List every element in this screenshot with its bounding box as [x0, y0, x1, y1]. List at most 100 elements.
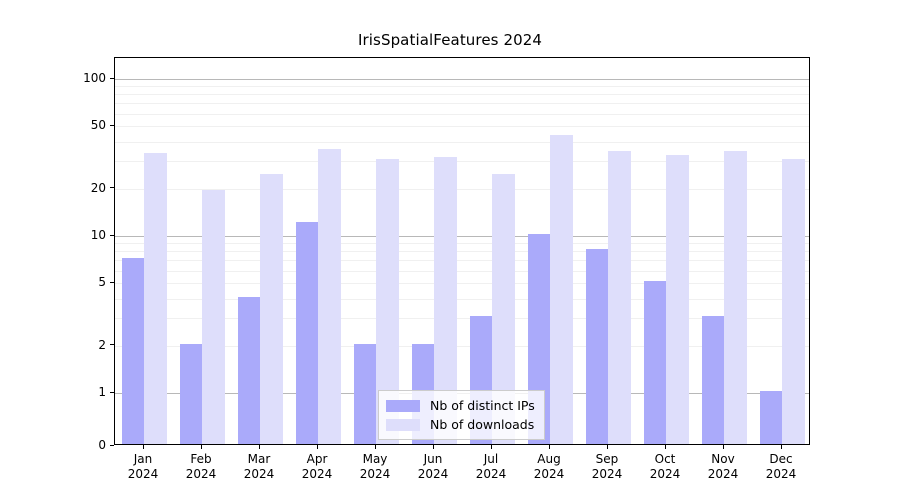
x-tick-year: 2024	[301, 467, 333, 481]
gridline	[115, 236, 809, 237]
x-tick-mark	[780, 445, 782, 449]
x-tick-mark	[200, 445, 202, 449]
gridline	[115, 103, 809, 105]
x-tick-month: Feb	[190, 452, 212, 466]
bar-downloads	[666, 154, 689, 444]
y-tick-label: 0	[98, 438, 106, 452]
x-tick-mark	[374, 445, 376, 449]
bar-downloads	[608, 150, 631, 444]
y-tick-label: 50	[90, 118, 106, 133]
y-tick-mark	[110, 344, 114, 346]
y-tick-mark	[110, 124, 114, 126]
x-tick-label: Mar 2024	[244, 452, 275, 482]
bar-downloads	[202, 190, 225, 444]
gridline	[115, 260, 809, 262]
x-tick-label: Jan 2024	[128, 452, 159, 482]
bar-downloads	[318, 148, 341, 444]
bar-distinct-ips	[353, 343, 376, 444]
gridline	[115, 113, 809, 115]
legend-item[interactable]: Nb of distinct IPs	[386, 396, 535, 415]
x-tick-label: Apr 2024	[302, 452, 333, 482]
x-tick-mark	[490, 445, 492, 449]
x-tick-month: Apr	[306, 452, 328, 466]
x-tick-label: Dec 2024	[766, 452, 797, 482]
x-tick-year: 2024	[707, 467, 739, 481]
x-tick-label: Oct 2024	[650, 452, 681, 482]
bar-distinct-ips	[121, 258, 144, 444]
legend-label: Nb of distinct IPs	[430, 398, 535, 413]
y-tick-mark	[110, 77, 114, 79]
x-tick-year: 2024	[533, 467, 565, 481]
bar-distinct-ips	[585, 249, 608, 444]
y-tick-mark	[110, 281, 114, 283]
x-tick-mark	[548, 445, 550, 449]
y-tick-label: 100	[83, 71, 106, 85]
gridline	[115, 270, 809, 272]
y-tick-label: 1	[98, 385, 106, 399]
y-tick-mark	[110, 444, 114, 446]
gridline	[115, 161, 809, 163]
plot-area	[114, 57, 810, 445]
x-tick-month: Oct	[654, 452, 676, 466]
x-tick-year: 2024	[475, 467, 507, 481]
y-tick-mark	[110, 391, 114, 393]
x-tick-month: Dec	[769, 452, 793, 466]
legend-label: Nb of downloads	[430, 417, 535, 432]
gridline	[115, 298, 809, 300]
legend-swatch-distinct-ips	[386, 399, 420, 412]
x-tick-month: Jun	[423, 452, 443, 466]
x-tick-month: Aug	[537, 452, 561, 466]
y-tick-mark	[110, 187, 114, 189]
x-tick-mark	[142, 445, 144, 449]
bar-downloads	[376, 159, 399, 444]
x-tick-month: Nov	[711, 452, 735, 466]
x-tick-mark	[664, 445, 666, 449]
x-tick-mark	[258, 445, 260, 449]
gridline	[115, 318, 809, 320]
x-tick-mark	[722, 445, 724, 449]
y-tick-mark	[110, 234, 114, 236]
gridline	[115, 141, 809, 143]
x-tick-month: Mar	[247, 452, 271, 466]
x-tick-year: 2024	[765, 467, 797, 481]
x-tick-year: 2024	[243, 467, 275, 481]
bar-downloads	[724, 150, 747, 444]
bar-distinct-ips	[237, 296, 260, 444]
chart-legend: Nb of distinct IPs Nb of downloads	[378, 390, 545, 440]
bar-distinct-ips	[179, 343, 202, 444]
bar-distinct-ips	[759, 391, 782, 444]
x-tick-month: Jan	[133, 452, 153, 466]
x-tick-label: Aug 2024	[534, 452, 565, 482]
y-tick-label: 10	[90, 228, 106, 242]
bars-container	[115, 58, 809, 444]
legend-item[interactable]: Nb of downloads	[386, 415, 535, 434]
gridlines	[115, 58, 809, 444]
gridline	[115, 345, 809, 347]
x-tick-label: May 2024	[360, 452, 391, 482]
gridline	[115, 251, 809, 253]
gridline	[115, 79, 809, 80]
x-tick-year: 2024	[417, 467, 449, 481]
x-tick-year: 2024	[185, 467, 217, 481]
bar-downloads	[144, 152, 167, 444]
bar-distinct-ips	[643, 281, 666, 444]
gridline	[115, 86, 809, 88]
gridline	[115, 243, 809, 245]
bar-downloads	[550, 134, 573, 444]
bar-downloads	[434, 156, 457, 444]
y-tick-label: 20	[90, 180, 106, 195]
x-tick-mark	[316, 445, 318, 449]
y-tick-label: 5	[98, 275, 106, 290]
x-tick-label: Nov 2024	[708, 452, 739, 482]
x-tick-mark	[432, 445, 434, 449]
gridline	[115, 188, 809, 190]
chart-title: IrisSpatialFeatures 2024	[357, 31, 543, 49]
bar-downloads	[782, 159, 805, 444]
x-tick-mark	[606, 445, 608, 449]
x-tick-label: Jun 2024	[418, 452, 449, 482]
bar-distinct-ips	[701, 316, 724, 444]
legend-swatch-downloads	[386, 418, 420, 431]
x-tick-year: 2024	[649, 467, 681, 481]
x-tick-month: Sep	[595, 452, 619, 466]
